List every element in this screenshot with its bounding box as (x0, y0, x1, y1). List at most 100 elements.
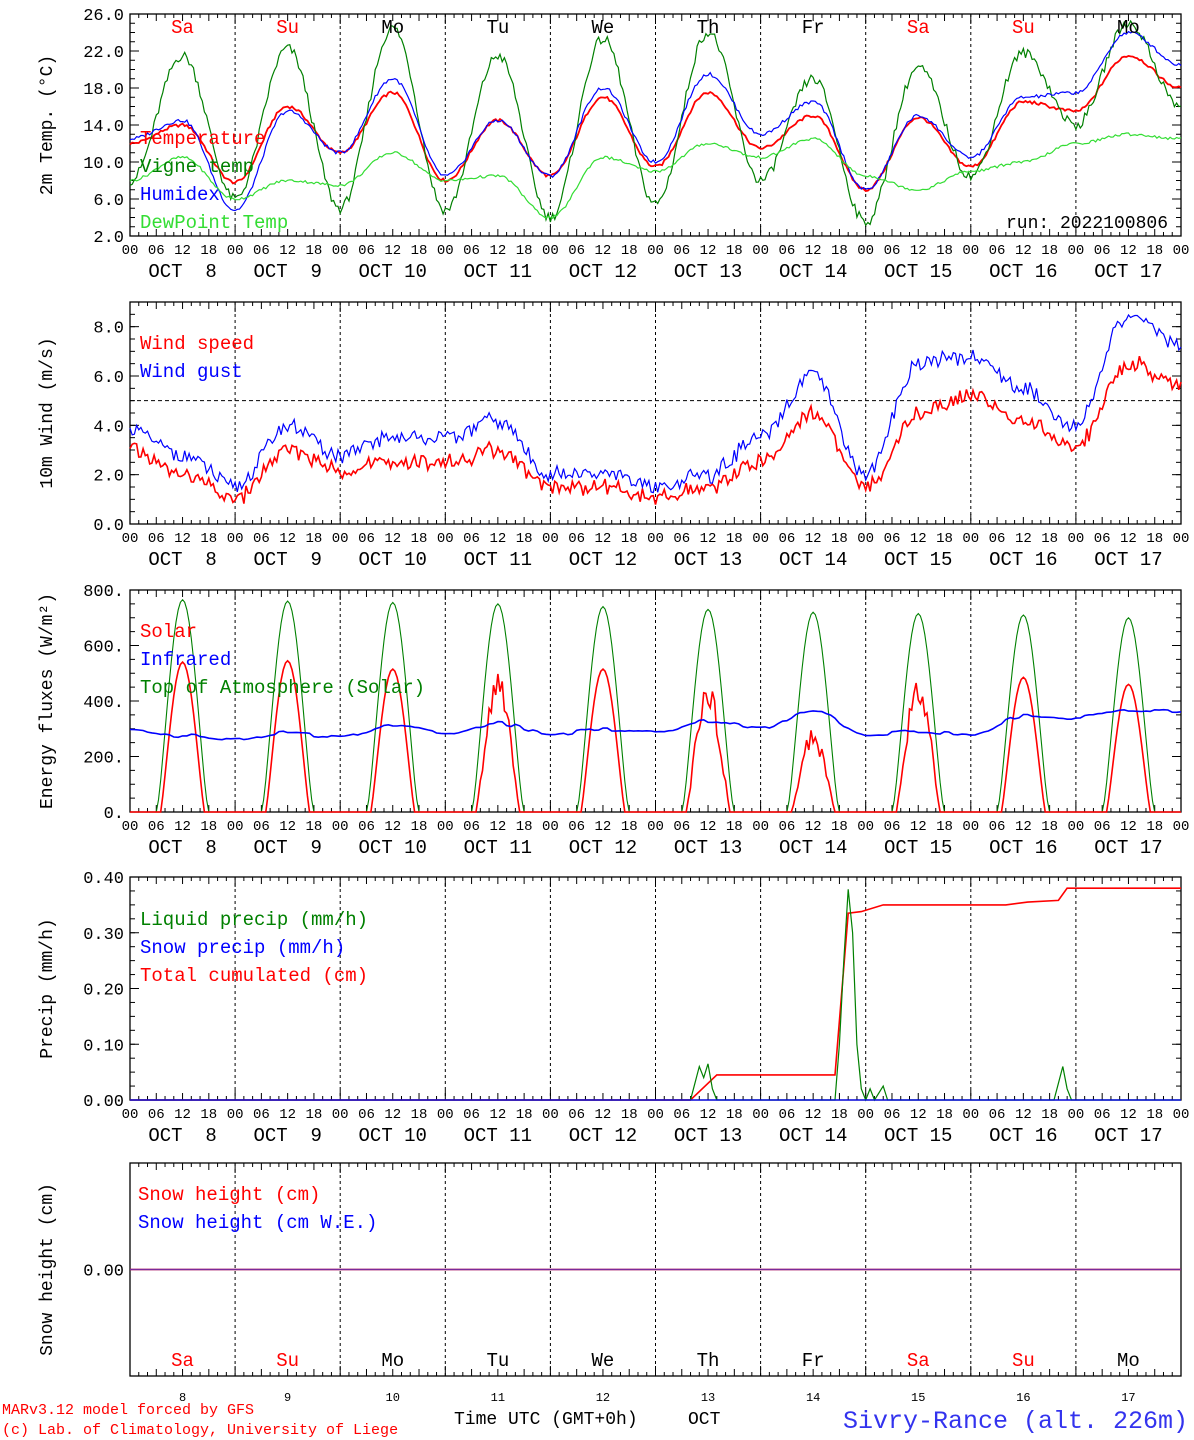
legend-item: Liquid precip (mm/h) (140, 909, 368, 931)
day-of-week-label: Mo (1117, 1350, 1140, 1372)
y-axis-label: 10m Wind (m/s) (38, 337, 58, 488)
x-hour-label: 06 (989, 531, 1006, 547)
y-tick-label: 200. (83, 750, 124, 769)
x-date-label: OCT 10 (359, 261, 427, 283)
x-hour-label: 00 (227, 243, 244, 259)
x-hour-label: 12 (384, 1107, 401, 1123)
x-date-label: OCT 8 (148, 837, 216, 859)
y-tick-label: 6.0 (93, 369, 124, 388)
day-of-week-label: Su (276, 17, 299, 39)
x-hour-label: 12 (1120, 1107, 1137, 1123)
y-tick-label: 2.0 (93, 229, 124, 248)
x-hour-label: 00 (1173, 1107, 1190, 1123)
x-date-labels: OCT 8 OCT 9 OCT 10 OCT 11 OCT 12 OCT 13 OCT 14… (148, 1125, 1162, 1147)
y-tick-label: 22.0 (83, 44, 124, 63)
x-hour-label: 06 (989, 243, 1006, 259)
x-hour-labels: 00 06 12 18 00 06 12 18 00 06 12 18 00 06 12 18 00 06 12 18… (122, 531, 1190, 547)
x-hour-label: 06 (673, 243, 690, 259)
x-day-number: 13 (701, 1391, 715, 1405)
legend-item: Snow height (cm) (138, 1184, 320, 1206)
x-hour-label: 18 (1146, 1107, 1163, 1123)
x-hour-label: 18 (200, 1107, 217, 1123)
y-tick-label: 10.0 (83, 155, 124, 174)
x-hour-label: 00 (1067, 819, 1084, 835)
x-hour-labels: 00 06 12 18 00 06 12 18 00 06 12 18 00 06 12 18 00 06 12 18… (122, 1107, 1190, 1123)
flux-series (129, 598, 1182, 813)
x-hour-label: 06 (463, 819, 480, 835)
day-of-week-label: Fr (802, 17, 825, 39)
x-date-label: OCT 11 (464, 1125, 532, 1147)
panel-flux: 0. 200. 400. 600. 800. Energy fluxes (W/m²) 00… (38, 583, 1189, 859)
day-of-week-bottom: Sa Su Mo Tu We Th Fr Sa Su Mo (171, 1350, 1140, 1372)
x-day-number: 11 (491, 1391, 505, 1405)
x-hour-label: 00 (122, 243, 139, 259)
x-hour-label: 12 (1120, 531, 1137, 547)
x-hour-label: 06 (358, 819, 375, 835)
y-tick-label: 8.0 (93, 320, 124, 339)
day-of-week-label: Fr (802, 1350, 825, 1372)
x-date-label: OCT 9 (253, 261, 321, 283)
x-hour-label: 00 (332, 819, 349, 835)
x-hour-label: 00 (647, 1107, 664, 1123)
x-date-label: OCT 14 (779, 1125, 847, 1147)
x-date-label: OCT 16 (989, 261, 1057, 283)
x-hour-label: 00 (227, 531, 244, 547)
x-date-label: OCT 17 (1094, 261, 1162, 283)
x-hour-label: 06 (358, 243, 375, 259)
x-date-label: OCT 10 (359, 549, 427, 571)
x-hour-label: 18 (621, 243, 638, 259)
x-hour-label: 00 (542, 819, 559, 835)
x-hour-label: 18 (936, 243, 953, 259)
credit-line-model: MARv3.12 model forced by GFS (2, 1402, 254, 1419)
y-tick-label: 0.40 (83, 870, 124, 889)
x-hour-label: 00 (1173, 531, 1190, 547)
x-ticks (129, 302, 1182, 524)
x-hour-label: 00 (1067, 531, 1084, 547)
day-of-week-label: Mo (1117, 17, 1140, 39)
day-of-week-label: We (592, 1350, 615, 1372)
x-hour-label: 06 (1094, 819, 1111, 835)
x-hour-label: 18 (516, 243, 533, 259)
x-hour-label: 12 (1015, 819, 1032, 835)
day-of-week-label: Tu (486, 1350, 509, 1372)
y-axis: 2.0 6.0 10.0 14.0 18.0 22.0 26.0 (83, 7, 1181, 248)
x-axis-title: Time UTC (GMT+0h) (454, 1410, 638, 1430)
x-hour-label: 00 (542, 243, 559, 259)
legend-snow: Snow height (cm) Snow height (cm W.E.) (138, 1184, 377, 1234)
x-day-number: 14 (806, 1391, 820, 1405)
x-hour-label: 18 (200, 531, 217, 547)
legend-precip: Liquid precip (mm/h) Snow precip (mm/h) To… (140, 909, 368, 987)
x-hour-label: 06 (884, 819, 901, 835)
x-hour-label: 12 (1015, 243, 1032, 259)
x-hour-label: 06 (148, 243, 165, 259)
x-hour-label: 18 (1146, 531, 1163, 547)
x-hour-label: 06 (358, 1107, 375, 1123)
x-hour-label: 06 (884, 1107, 901, 1123)
x-date-label: OCT 14 (779, 837, 847, 859)
y-tick-label: 0.0 (93, 517, 124, 536)
x-hour-label: 12 (805, 1107, 822, 1123)
x-hour-label: 18 (726, 243, 743, 259)
x-hour-label: 00 (332, 1107, 349, 1123)
x-hour-label: 00 (857, 243, 874, 259)
x-hour-label: 06 (568, 531, 585, 547)
x-hour-label: 06 (253, 531, 270, 547)
day-of-week-top: Sa Su Mo Tu We Th Fr Sa Su Mo (171, 17, 1140, 39)
x-hour-label: 12 (489, 1107, 506, 1123)
series-line-solar (130, 659, 1181, 813)
x-hour-label: 12 (595, 819, 612, 835)
x-hour-label: 06 (778, 819, 795, 835)
run-label: run: 2022100806 (1006, 214, 1168, 234)
x-date-labels: OCT 8 OCT 9 OCT 10 OCT 11 OCT 12 OCT 13 OCT 14… (148, 261, 1162, 283)
x-date-label: OCT 11 (464, 261, 532, 283)
y-tick-label: 26.0 (83, 7, 124, 26)
x-day-number: 12 (596, 1391, 610, 1405)
x-hour-labels: 00 06 12 18 00 06 12 18 00 06 12 18 00 06 12 18 00 06 12 18… (122, 819, 1190, 835)
x-hour-label: 06 (673, 531, 690, 547)
day-of-week-label: Su (1012, 17, 1035, 39)
legend-item: Snow precip (mm/h) (140, 937, 345, 959)
series-line-dewpoint-temp (129, 132, 1182, 220)
x-hour-label: 12 (595, 1107, 612, 1123)
x-hour-label: 18 (1041, 243, 1058, 259)
